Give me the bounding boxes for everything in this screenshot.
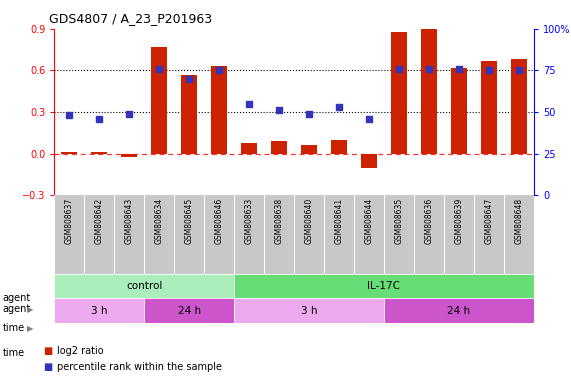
Bar [144, 298, 234, 323]
Bar [510, 60, 527, 154]
Bar [301, 146, 317, 154]
Bar [121, 154, 138, 157]
Bar [481, 61, 497, 154]
Text: GSM808639: GSM808639 [455, 198, 464, 244]
Bar [271, 141, 287, 154]
Point [184, 76, 194, 82]
Text: GSM808640: GSM808640 [304, 198, 313, 244]
Text: GSM808648: GSM808648 [514, 198, 524, 244]
Text: time: time [3, 348, 25, 358]
Point [215, 67, 224, 73]
Text: GSM808635: GSM808635 [395, 198, 404, 244]
Bar [54, 298, 144, 323]
Text: log2 ratio: log2 ratio [57, 346, 104, 356]
Text: agent: agent [3, 304, 31, 314]
Text: GSM808647: GSM808647 [484, 198, 493, 244]
Text: GSM808641: GSM808641 [335, 198, 344, 244]
Text: 24 h: 24 h [178, 306, 200, 316]
Point [514, 67, 524, 73]
Bar [234, 274, 534, 298]
Bar [241, 142, 258, 154]
Point [364, 116, 373, 122]
Text: GSM808642: GSM808642 [95, 198, 104, 244]
Bar [91, 152, 107, 154]
Point [244, 101, 254, 107]
Text: time: time [3, 323, 25, 333]
Bar [61, 152, 78, 154]
Text: ▶: ▶ [27, 324, 34, 333]
Text: GSM808634: GSM808634 [155, 198, 164, 244]
Text: GSM808638: GSM808638 [275, 198, 284, 244]
Text: 3 h: 3 h [91, 306, 107, 316]
Text: GSM808637: GSM808637 [65, 198, 74, 244]
Text: 24 h: 24 h [448, 306, 471, 316]
Point [424, 66, 433, 72]
Bar [331, 140, 347, 154]
Bar [234, 298, 384, 323]
Text: ■: ■ [43, 362, 52, 372]
Point [275, 108, 284, 114]
Bar [451, 68, 467, 154]
Text: 3 h: 3 h [301, 306, 317, 316]
Text: ▶: ▶ [27, 305, 34, 314]
Point [455, 66, 464, 72]
Point [484, 67, 493, 73]
Text: percentile rank within the sample: percentile rank within the sample [57, 362, 222, 372]
Text: IL-17C: IL-17C [368, 281, 400, 291]
Text: control: control [126, 281, 162, 291]
Text: ■: ■ [43, 346, 52, 356]
Bar [181, 74, 198, 154]
Text: GSM808644: GSM808644 [364, 198, 373, 244]
Bar [211, 66, 227, 154]
Point [395, 66, 404, 72]
Point [65, 113, 74, 119]
Point [155, 66, 164, 72]
Bar [384, 298, 534, 323]
Bar [54, 274, 234, 298]
Point [304, 111, 313, 117]
Text: GSM808645: GSM808645 [184, 198, 194, 244]
Text: GSM808643: GSM808643 [124, 198, 134, 244]
Text: GSM808636: GSM808636 [424, 198, 433, 244]
Text: GDS4807 / A_23_P201963: GDS4807 / A_23_P201963 [49, 12, 212, 25]
Bar [391, 31, 407, 154]
Point [124, 111, 134, 117]
Point [335, 104, 344, 110]
Text: GSM808633: GSM808633 [244, 198, 254, 244]
Bar [151, 47, 167, 154]
Bar [361, 154, 377, 168]
Text: agent: agent [3, 293, 31, 303]
Text: GSM808646: GSM808646 [215, 198, 224, 244]
Bar [421, 29, 437, 154]
Point [95, 116, 104, 122]
